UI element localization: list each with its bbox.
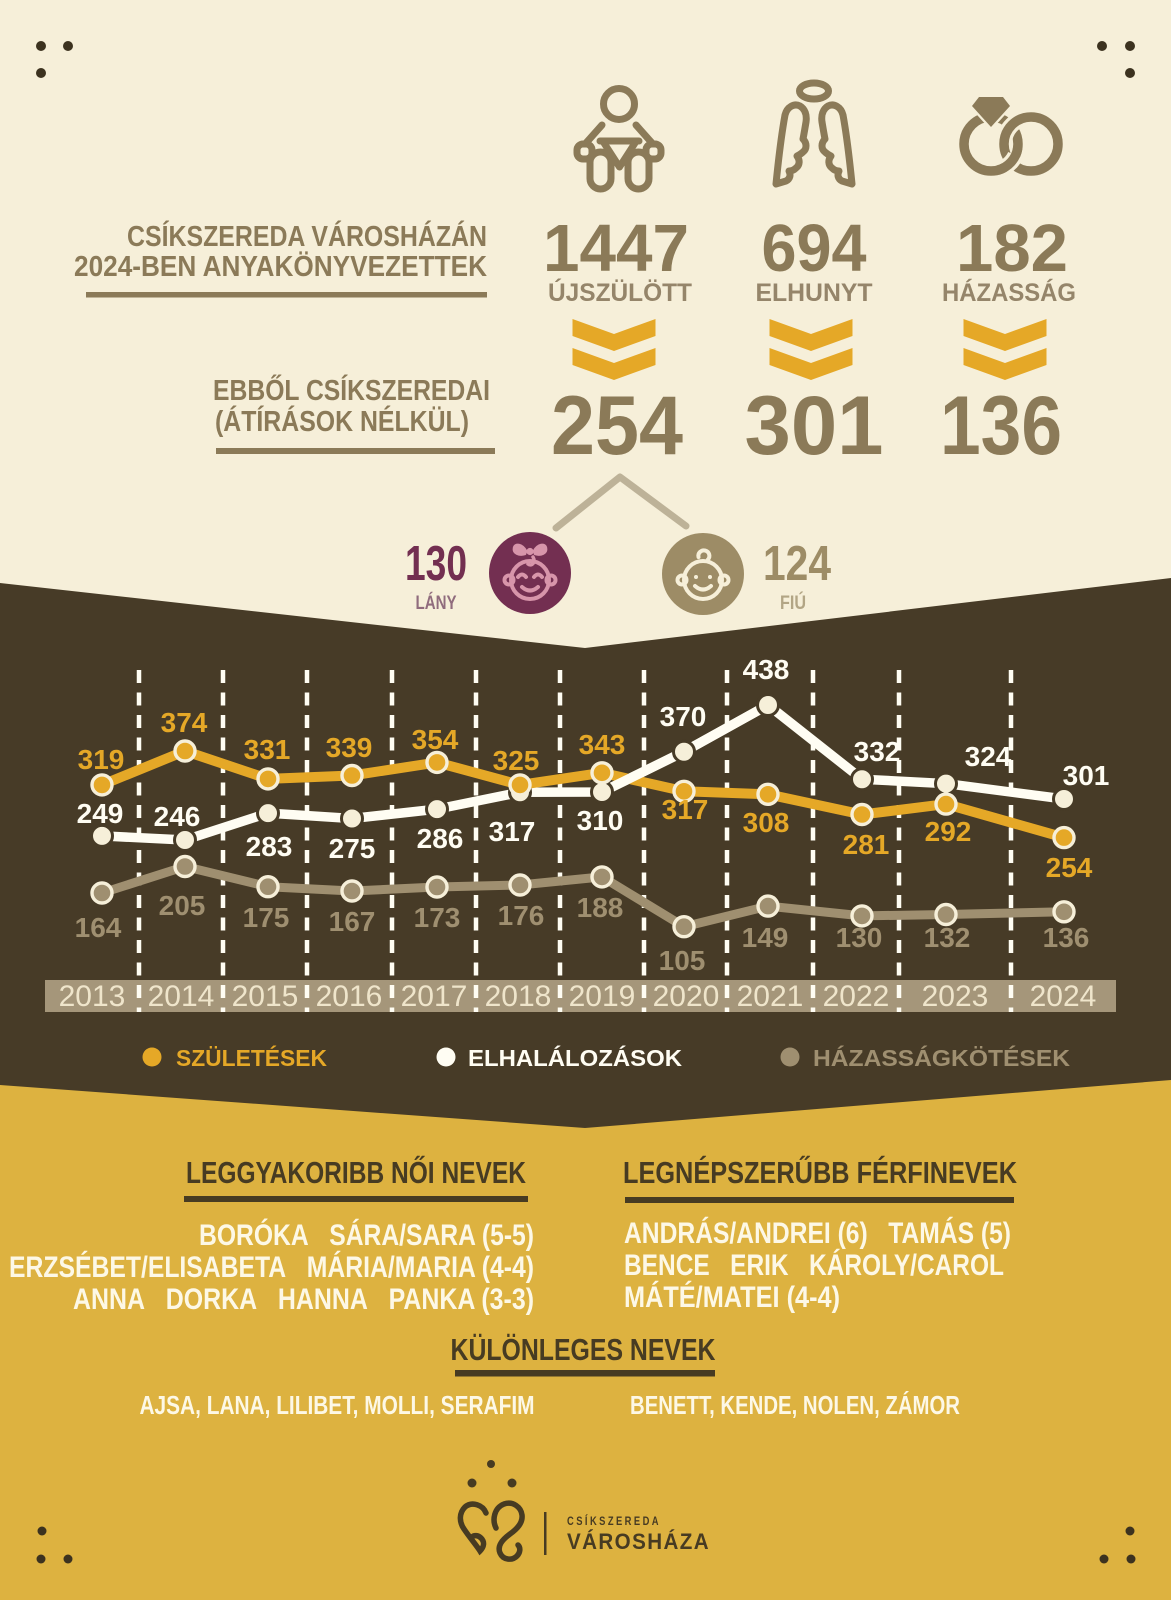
svg-text:339: 339 (326, 732, 373, 763)
svg-text:ERZSÉBET/ELISABETA MÁRIA/MAR: ERZSÉBET/ELISABETA MÁRIA/MARIA (4-4) (9, 1250, 534, 1284)
svg-text:175: 175 (243, 902, 290, 933)
svg-text:1447: 1447 (543, 212, 689, 286)
svg-text:VÁROSHÁZA: VÁROSHÁZA (567, 1529, 710, 1554)
svg-text:325: 325 (493, 745, 540, 776)
svg-text:281: 281 (843, 829, 890, 860)
svg-text:301: 301 (1063, 760, 1110, 791)
svg-text:2017: 2017 (401, 980, 468, 1013)
svg-text:319: 319 (78, 744, 125, 775)
svg-text:HÁZASSÁG: HÁZASSÁG (942, 278, 1076, 307)
svg-text:AJSA, LANA, LILIBET, MOLLI, SE: AJSA, LANA, LILIBET, MOLLI, SERAFIM (140, 1390, 535, 1420)
svg-text:173: 173 (414, 902, 461, 933)
svg-text:130: 130 (405, 537, 467, 591)
svg-text:332: 332 (854, 736, 901, 767)
svg-text:2020: 2020 (653, 980, 720, 1013)
svg-text:254: 254 (1046, 852, 1093, 883)
svg-text:354: 354 (412, 724, 459, 755)
svg-text:2014: 2014 (148, 980, 215, 1013)
svg-text:343: 343 (579, 729, 626, 760)
svg-text:310: 310 (577, 805, 624, 836)
svg-text:292: 292 (925, 816, 972, 847)
svg-text:ELHALÁLOZÁSOK: ELHALÁLOZÁSOK (468, 1044, 682, 1071)
svg-text:246: 246 (154, 801, 201, 832)
svg-text:BORÓKA SÁRA/SARA (5-5): BORÓKA SÁRA/SARA (5-5) (199, 1218, 534, 1252)
svg-text:164: 164 (75, 912, 122, 943)
svg-text:694: 694 (762, 212, 867, 286)
svg-text:ANNA DORKA HANNA PANKA (: ANNA DORKA HANNA PANKA (3-3) (73, 1283, 534, 1316)
svg-text:CSÍKSZEREDA: CSÍKSZEREDA (567, 1515, 661, 1528)
svg-text:182: 182 (956, 212, 1068, 286)
svg-text:205: 205 (159, 890, 206, 921)
svg-text:2019: 2019 (569, 980, 636, 1013)
svg-text:BENETT, KENDE, NOLEN, ZÁMOR: BENETT, KENDE, NOLEN, ZÁMOR (630, 1390, 960, 1420)
svg-text:2022: 2022 (823, 980, 890, 1013)
svg-text:283: 283 (246, 831, 293, 862)
svg-text:249: 249 (77, 798, 124, 829)
svg-text:BENCE ERIK KÁROLY/CAROL: BENCE ERIK KÁROLY/CAROL (624, 1248, 1004, 1282)
svg-text:308: 308 (743, 807, 790, 838)
svg-text:2024-BEN ANYAKÖNYVEZETTEK: 2024-BEN ANYAKÖNYVEZETTEK (74, 250, 487, 283)
svg-text:LEGGYAKORIBB NŐI NEVEK: LEGGYAKORIBB NŐI NEVEK (186, 1154, 526, 1190)
svg-text:275: 275 (329, 833, 376, 864)
svg-text:KÜLÖNLEGES NEVEK: KÜLÖNLEGES NEVEK (451, 1332, 716, 1367)
svg-text:130: 130 (836, 922, 883, 953)
svg-text:438: 438 (743, 654, 790, 685)
svg-text:LÁNY: LÁNY (416, 592, 457, 614)
svg-text:188: 188 (577, 892, 624, 923)
svg-text:EBBŐL CSÍKSZEREDAI: EBBŐL CSÍKSZEREDAI (213, 373, 490, 407)
svg-text:176: 176 (498, 900, 545, 931)
svg-text:ANDRÁS/ANDREI (6) TAMÁS (5): ANDRÁS/ANDREI (6) TAMÁS (5) (624, 1216, 1011, 1250)
svg-text:ÚJSZÜLÖTT: ÚJSZÜLÖTT (548, 277, 692, 307)
svg-text:301: 301 (745, 378, 884, 472)
svg-text:254: 254 (551, 378, 683, 472)
svg-text:331: 331 (244, 734, 291, 765)
svg-text:317: 317 (489, 816, 536, 847)
svg-text:2018: 2018 (485, 980, 552, 1013)
svg-text:2013: 2013 (59, 980, 126, 1013)
svg-text:124: 124 (763, 537, 831, 591)
svg-text:2016: 2016 (316, 980, 383, 1013)
svg-text:2021: 2021 (737, 980, 804, 1013)
svg-text:FIÚ: FIÚ (780, 592, 806, 614)
svg-text:ELHUNYT: ELHUNYT (756, 279, 873, 307)
svg-text:324: 324 (965, 741, 1012, 772)
svg-text:2024: 2024 (1030, 980, 1097, 1013)
svg-text:132: 132 (924, 922, 971, 953)
svg-text:LEGNÉPSZERŰBB FÉRFINEVEK: LEGNÉPSZERŰBB FÉRFINEVEK (623, 1154, 1017, 1190)
svg-text:MÁTÉ/MATEI (4-4): MÁTÉ/MATEI (4-4) (624, 1280, 840, 1314)
svg-text:136: 136 (940, 378, 1062, 472)
svg-text:SZÜLETÉSEK: SZÜLETÉSEK (176, 1044, 327, 1071)
svg-text:286: 286 (417, 823, 464, 854)
svg-text:317: 317 (662, 794, 709, 825)
svg-text:(ÁTÍRÁSOK NÉLKÜL): (ÁTÍRÁSOK NÉLKÜL) (215, 404, 469, 438)
svg-text:136: 136 (1043, 922, 1090, 953)
svg-text:2023: 2023 (922, 980, 989, 1013)
svg-text:374: 374 (161, 707, 208, 738)
svg-text:167: 167 (329, 906, 376, 937)
svg-text:370: 370 (660, 701, 707, 732)
svg-text:105: 105 (659, 945, 706, 976)
svg-text:149: 149 (742, 922, 789, 953)
svg-text:2015: 2015 (232, 980, 299, 1013)
svg-text:CSÍKSZEREDA VÁROSHÁZÁN: CSÍKSZEREDA VÁROSHÁZÁN (127, 219, 487, 253)
svg-text:HÁZASSÁGKÖTÉSEK: HÁZASSÁGKÖTÉSEK (813, 1044, 1070, 1071)
